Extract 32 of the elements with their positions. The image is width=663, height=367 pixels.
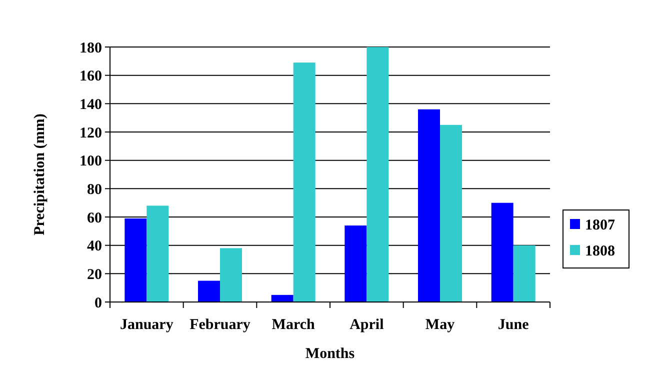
y-tick-label: 80 [87, 182, 102, 198]
x-tick-label: April [350, 317, 384, 333]
bar [220, 248, 242, 302]
bar [146, 206, 169, 302]
x-tick-label: January [120, 317, 174, 333]
y-tick-label: 140 [80, 96, 102, 113]
y-tick-label: 160 [80, 68, 102, 85]
y-tick-label: 60 [87, 210, 102, 226]
legend-label: 1808 [585, 243, 615, 260]
x-tick-label: May [425, 317, 456, 333]
y-axis-title: Precipitation (mm) [32, 114, 48, 236]
bar [366, 47, 389, 302]
bar [198, 280, 220, 302]
bar [418, 109, 440, 302]
y-tick-label: 20 [87, 266, 102, 283]
x-tick-label: June [498, 317, 530, 333]
y-tick-label: 120 [80, 125, 102, 142]
y-tick-label: 40 [87, 238, 102, 255]
x-tick-label: March [272, 317, 316, 333]
bar [124, 218, 147, 302]
y-tick-label: 180 [80, 40, 102, 56]
bar [513, 245, 536, 302]
bar [440, 124, 462, 302]
bar [271, 294, 294, 302]
x-axis-title: Months [305, 346, 355, 362]
legend-label: 1807 [585, 217, 616, 234]
y-tick-label: 0 [94, 295, 102, 312]
bar [344, 226, 367, 302]
y-tick-label: 100 [80, 154, 102, 170]
bar [491, 202, 514, 302]
bar [293, 62, 316, 302]
x-tick-label: February [190, 317, 251, 333]
